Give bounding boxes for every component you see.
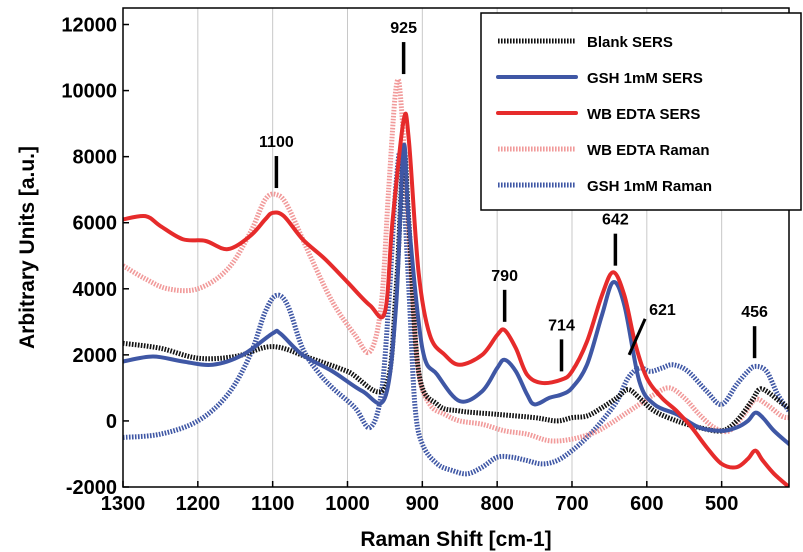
x-tick-label: 1200 [176, 493, 221, 515]
y-tick-label: 0 [106, 411, 117, 433]
x-tick-label: 600 [630, 493, 663, 515]
legend-label: Blank SERS [587, 34, 673, 51]
x-tick-label: 800 [480, 493, 513, 515]
series-line-gsh-1mm-sers [123, 142, 789, 447]
x-tick-label: 1000 [325, 493, 370, 515]
series-line-gsh-1mm-raman [123, 150, 789, 477]
annotation-marker [627, 318, 647, 356]
x-tick-label: 1100 [251, 493, 294, 515]
annotation-layer: 1100 925 790 714 642 621 456 [259, 20, 768, 372]
series-layer [123, 76, 789, 487]
y-tick-label: 4000 [73, 279, 118, 301]
plot-frame [122, 7, 790, 488]
x-tick-label: 900 [406, 493, 439, 515]
x-tick-label: 500 [705, 493, 738, 515]
y-tick-label: 2000 [73, 345, 118, 367]
y-tick-label: 12000 [61, 15, 117, 37]
annotation-label: 621 [649, 302, 676, 319]
series-line-wb-edta-sers [123, 111, 789, 487]
y-tick-label: 10000 [61, 81, 117, 103]
x-axis-title: Raman Shift [cm-1] [360, 528, 551, 551]
y-tick-label: -2000 [66, 477, 117, 499]
y-tick-label: 6000 [73, 213, 118, 235]
annotation-label: 925 [390, 20, 417, 37]
legend: Blank SERS GSH 1mM SERS WB EDTA SERS WB EDT… [480, 12, 802, 211]
legend-label: WB EDTA SERS [587, 106, 700, 123]
y-axis-title: Arbitrary Units [a.u.] [16, 146, 39, 349]
legend-label: GSH 1mM Raman [587, 178, 712, 195]
annotation-label: 790 [491, 268, 518, 285]
annotation-label: 1100 [259, 134, 294, 151]
x-tick-label: 700 [555, 493, 588, 515]
tick-layer: 1300 1200 1100 1000 900 800 700 600 500 -2000 0 200… [61, 15, 738, 515]
legend-label: GSH 1mM SERS [587, 70, 703, 87]
legend-label: WB EDTA Raman [587, 142, 710, 159]
x-tick-label: 1300 [101, 493, 146, 515]
annotation-label: 456 [741, 304, 768, 321]
y-tick-label: 8000 [73, 147, 118, 169]
annotation-label: 714 [548, 317, 575, 334]
annotation-label: 642 [602, 212, 629, 229]
series-line-wb-edta-raman [123, 76, 789, 444]
